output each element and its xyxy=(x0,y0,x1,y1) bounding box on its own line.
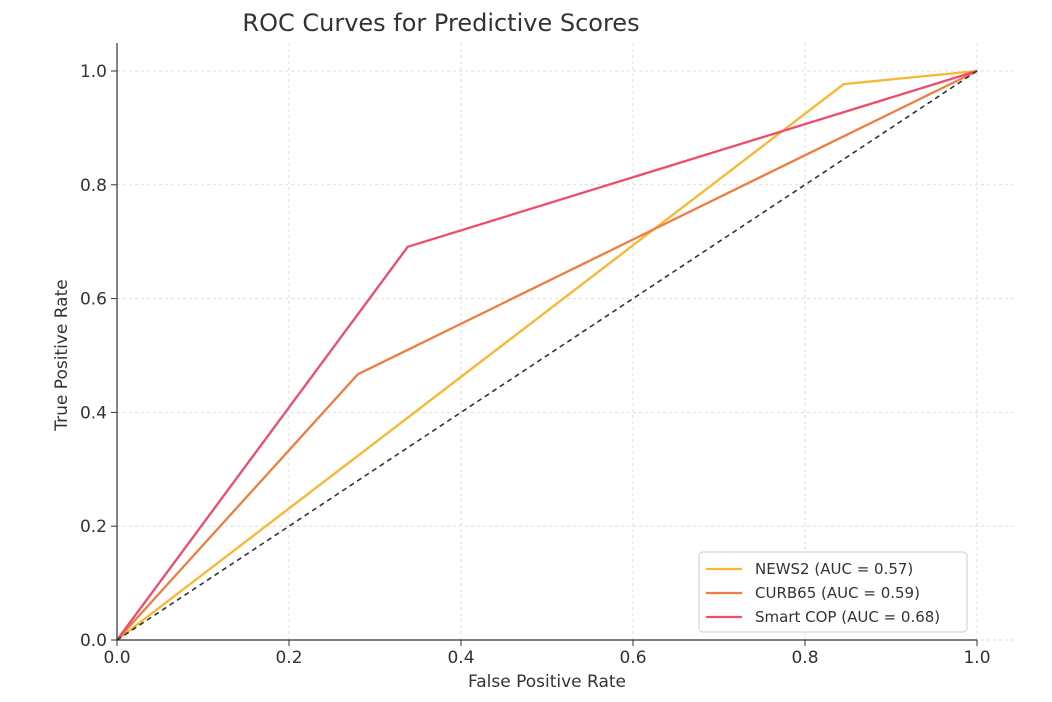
y-tick-label: 1.0 xyxy=(80,62,107,82)
legend: NEWS2 (AUC = 0.57) CURB65 (AUC = 0.59) Sma… xyxy=(698,551,968,633)
x-tick-label: 0.0 xyxy=(103,648,130,668)
y-tick-label: 0.2 xyxy=(80,517,107,537)
chance-diagonal-line xyxy=(116,70,978,641)
x-axis-label: False Positive Rate xyxy=(468,672,626,692)
roc-curve-smart xyxy=(116,69,978,641)
roc-curve-news2 xyxy=(116,69,978,641)
series-lines xyxy=(116,69,978,641)
y-tick-label: 0.6 xyxy=(80,290,107,310)
x-tick-label: 1.0 xyxy=(963,648,990,668)
x-tick-label: 0.6 xyxy=(619,648,646,668)
x-tick-label: 0.8 xyxy=(791,648,818,668)
legend-label: CURB65 (AUC = 0.59) xyxy=(755,584,920,602)
legend-label: Smart COP (AUC = 0.68) xyxy=(755,608,940,626)
y-tick-label: 0.8 xyxy=(80,176,107,196)
roc-curve-curb65 xyxy=(116,69,978,641)
axes: 0.0 0.2 0.4 0.6 0.8 1.0 0.0 0.2 0.4 0.6 0.8 1.0 xyxy=(80,43,991,668)
y-axis-label: True Positive Rate xyxy=(52,279,72,431)
chart-title: ROC Curves for Predictive Scores xyxy=(242,9,639,37)
x-tick-label: 0.4 xyxy=(447,648,474,668)
y-tick-label: 0.4 xyxy=(80,403,107,423)
legend-label: NEWS2 (AUC = 0.57) xyxy=(755,560,913,578)
x-tick-label: 0.2 xyxy=(275,648,302,668)
y-tick-label: 0.0 xyxy=(80,631,107,651)
legend-box xyxy=(698,551,968,633)
